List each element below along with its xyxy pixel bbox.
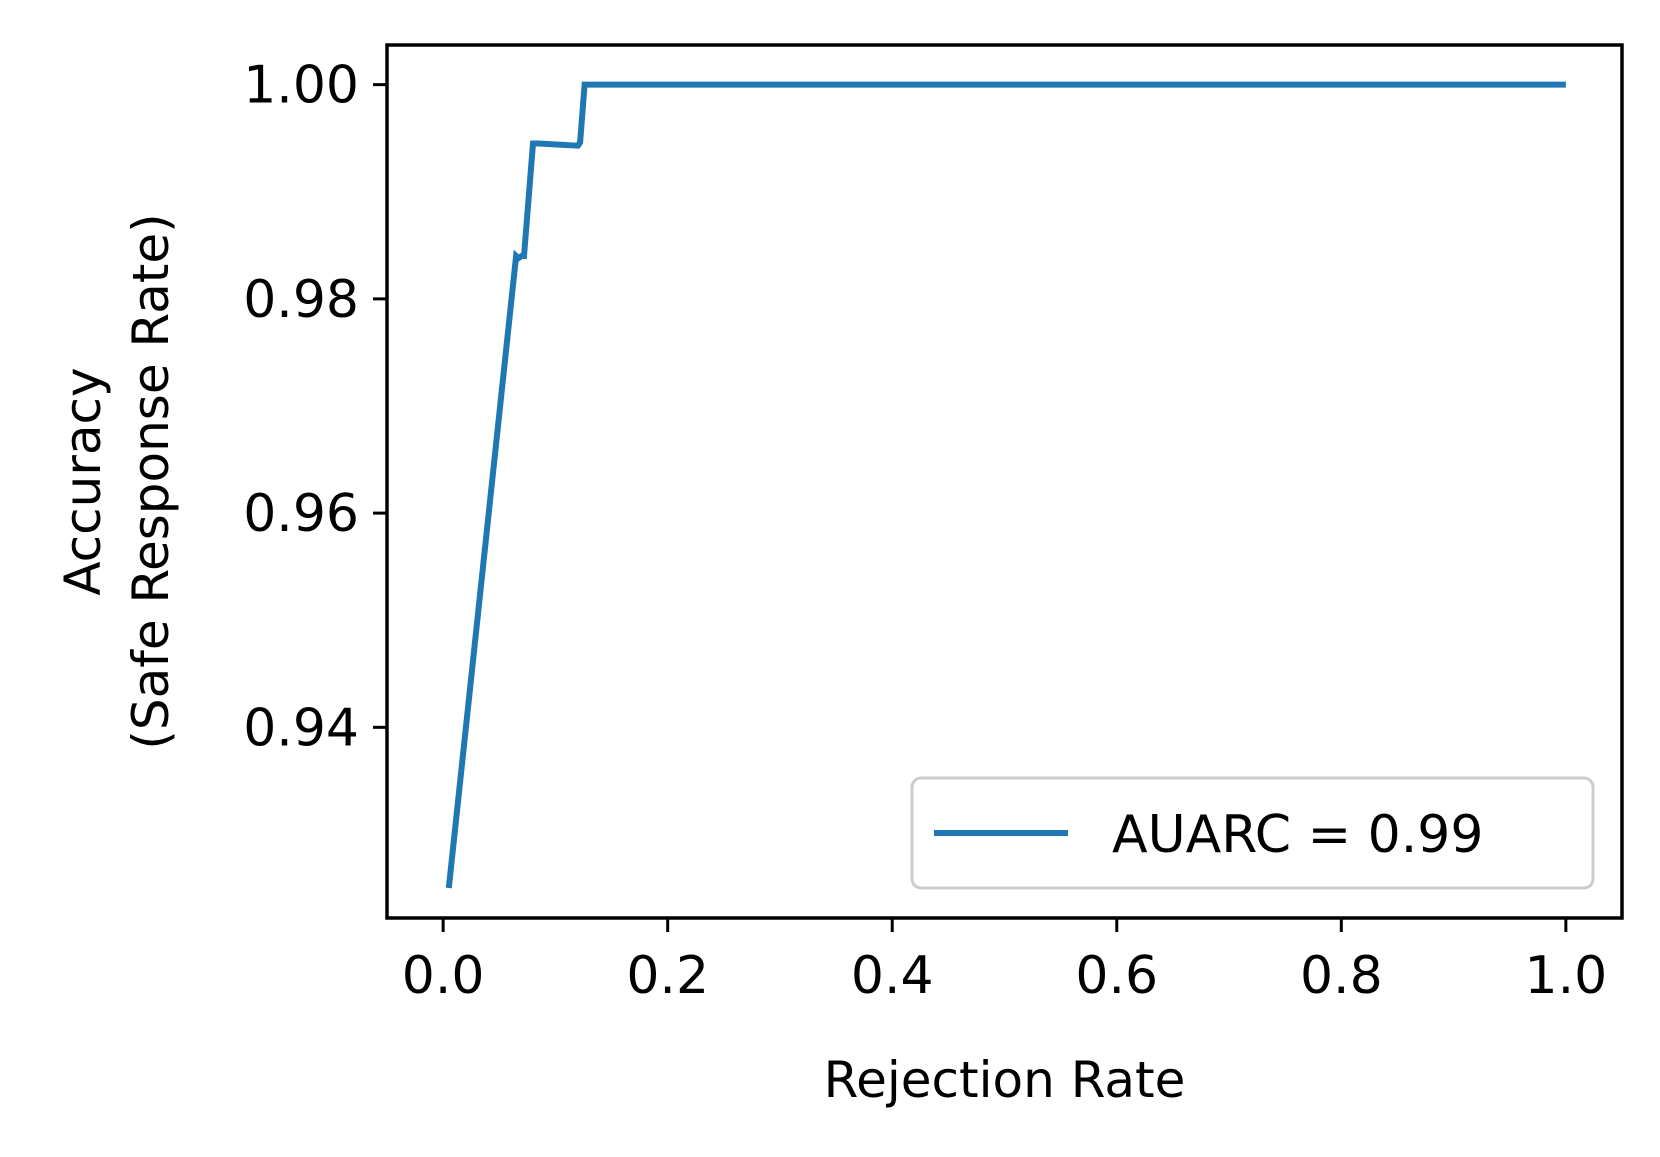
y-tick-label: 1.00 [243,56,359,116]
y-axis-label: (Safe Response Rate) [122,213,180,749]
plot-frame [385,43,1624,920]
x-tick-label: 0.4 [851,946,934,1006]
y-tick-label: 0.98 [243,270,359,330]
x-tick-label: 1.0 [1525,946,1608,1006]
x-tick-label: 0.2 [626,946,709,1006]
series-layer [445,81,1566,889]
x-tick-label: 0.0 [402,946,485,1006]
legend-label: AUARC = 0.99 [1112,805,1483,865]
y-axis-label: Accuracy [54,367,112,595]
axes-layer: 0.0 0.2 0.4 0.6 0.8 1.0 0.94 0.96 0.98 1.00 [243,43,1624,1006]
y-tick-label: 0.96 [243,484,359,544]
axis-labels: Rejection Rate Accuracy (Safe Response Rat… [54,213,1185,1109]
legend: AUARC = 0.99 [910,776,1595,890]
legend-box [910,776,1595,890]
x-tick-label: 0.6 [1075,946,1158,1006]
y-tick-label: 0.94 [243,698,359,758]
series-line [445,81,1566,889]
x-axis-label: Rejection Rate [824,1051,1186,1109]
x-tick-label: 0.8 [1300,946,1383,1006]
